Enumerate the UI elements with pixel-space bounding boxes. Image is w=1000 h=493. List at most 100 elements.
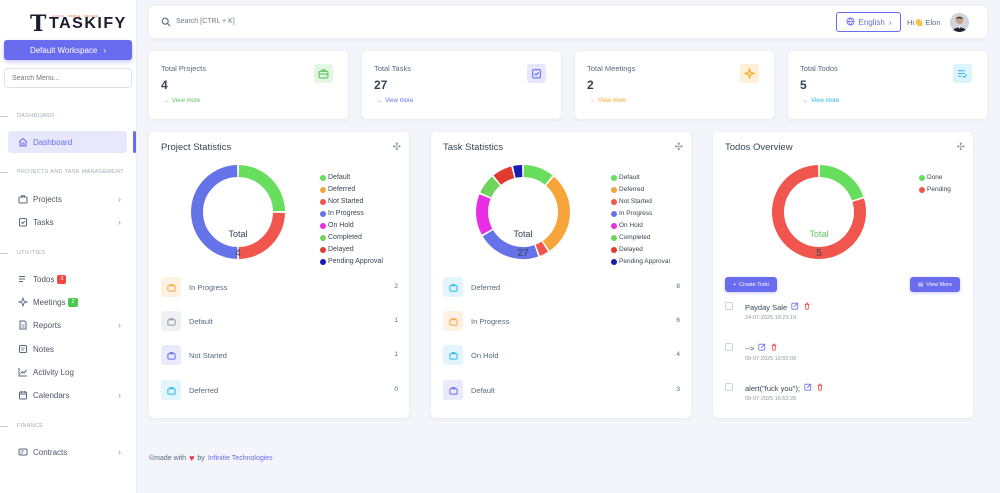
edit-icon[interactable] bbox=[791, 302, 799, 312]
legend-item[interactable]: On Hold bbox=[320, 220, 383, 232]
legend-item[interactable]: Completed bbox=[320, 232, 383, 244]
todo-checkbox[interactable] bbox=[725, 383, 733, 391]
sidebar-item-tasks[interactable]: Tasks › bbox=[8, 211, 127, 233]
sidebar-item-meetings[interactable]: Meetings 2 bbox=[8, 291, 127, 313]
move-icon[interactable]: ✣ bbox=[956, 142, 965, 153]
legend-item[interactable]: Pending bbox=[919, 184, 951, 196]
view-more-link[interactable]: → View more bbox=[589, 98, 626, 104]
legend-item[interactable]: Deferred bbox=[611, 184, 670, 196]
legend-item[interactable]: Not Started bbox=[611, 196, 670, 208]
stat-label: Total Projects bbox=[161, 64, 207, 73]
donut-slice[interactable] bbox=[772, 165, 866, 259]
panel-title: Project Statistics bbox=[161, 142, 232, 153]
status-count: 1 bbox=[394, 351, 398, 358]
menu-search-input[interactable] bbox=[4, 68, 132, 88]
donut-slice[interactable] bbox=[191, 165, 238, 259]
sidebar-item-notes[interactable]: Notes bbox=[8, 338, 127, 360]
view-more-link[interactable]: → View more bbox=[376, 98, 413, 104]
donut-slice[interactable] bbox=[480, 176, 501, 198]
legend-item[interactable]: Pending Approval bbox=[611, 256, 670, 268]
trash-icon[interactable] bbox=[770, 343, 778, 353]
legend-item[interactable]: In Progress bbox=[611, 208, 670, 220]
legend-item[interactable]: Default bbox=[611, 172, 670, 184]
sidebar-item-activity-log[interactable]: Activity Log bbox=[8, 361, 127, 383]
view-more-label: View more bbox=[385, 98, 414, 104]
status-row[interactable]: Not Started 1 bbox=[161, 345, 398, 365]
legend-item[interactable]: Done bbox=[919, 172, 951, 184]
status-label: Default bbox=[189, 316, 213, 326]
donut-slice[interactable] bbox=[493, 166, 515, 185]
sidebar-item-projects[interactable]: Projects › bbox=[8, 188, 127, 210]
move-icon[interactable]: ✣ bbox=[674, 142, 683, 153]
total-todos-card: Total Todos 5 → View more bbox=[788, 51, 987, 119]
global-search-trigger[interactable]: Search [CTRL + K] bbox=[176, 18, 235, 25]
todo-item: --> 09-07-2025 16:55:09 bbox=[725, 342, 955, 372]
view-more-link[interactable]: → View more bbox=[163, 98, 200, 104]
legend-dot bbox=[611, 175, 617, 181]
company-link[interactable]: Infinitie Technologies bbox=[207, 454, 273, 462]
section-finance: FINANCE bbox=[17, 423, 44, 429]
legend-dot bbox=[611, 199, 617, 205]
arrow-right-icon: → bbox=[589, 98, 595, 104]
status-row[interactable]: Default 3 bbox=[443, 380, 680, 400]
donut-slice[interactable] bbox=[513, 165, 523, 178]
status-row[interactable]: In Progress 6 bbox=[443, 311, 680, 331]
todo-title: --> bbox=[745, 343, 755, 353]
view-more-link[interactable]: → View more bbox=[802, 98, 839, 104]
legend-item[interactable]: Delayed bbox=[320, 244, 383, 256]
language-selector-button[interactable]: English › bbox=[836, 12, 901, 32]
legend-item[interactable]: On Hold bbox=[611, 220, 670, 232]
donut-slice[interactable] bbox=[482, 229, 539, 259]
donut-slice[interactable] bbox=[535, 241, 549, 256]
legend-dot bbox=[919, 175, 925, 181]
move-icon[interactable]: ✣ bbox=[392, 142, 401, 153]
legend-label: In Progress bbox=[328, 210, 364, 217]
donut-slice[interactable] bbox=[523, 165, 553, 185]
trash-icon[interactable] bbox=[816, 383, 824, 393]
status-row[interactable]: On Hold 4 bbox=[443, 345, 680, 365]
todo-checkbox[interactable] bbox=[725, 302, 733, 310]
legend-label: On Hold bbox=[619, 222, 643, 229]
user-avatar[interactable] bbox=[950, 13, 969, 32]
donut-slice[interactable] bbox=[238, 165, 285, 212]
sidebar-item-contracts[interactable]: Contracts › bbox=[8, 441, 127, 463]
trash-icon[interactable] bbox=[803, 302, 811, 312]
legend-dot bbox=[320, 175, 326, 181]
sidebar-item-todos[interactable]: Todos 3 bbox=[8, 268, 127, 290]
status-row[interactable]: In Progress 2 bbox=[161, 277, 398, 297]
create-todo-button[interactable]: + Create Todo bbox=[725, 277, 777, 292]
edit-icon[interactable] bbox=[804, 383, 812, 393]
legend-item[interactable]: In Progress bbox=[320, 208, 383, 220]
status-row[interactable]: Deferred 0 bbox=[161, 380, 398, 400]
donut-slice[interactable] bbox=[819, 165, 864, 201]
legend-item[interactable]: Pending Approval bbox=[320, 256, 383, 268]
legend-label: Completed bbox=[619, 234, 651, 241]
task-check-icon bbox=[18, 217, 28, 227]
legend-dot bbox=[320, 247, 326, 253]
donut-slice[interactable] bbox=[238, 212, 285, 259]
legend-item[interactable]: Not Started bbox=[320, 196, 383, 208]
legend-item[interactable]: Deferred bbox=[320, 184, 383, 196]
search-icon[interactable] bbox=[161, 17, 171, 29]
donut-slice[interactable] bbox=[476, 194, 493, 235]
legend-item[interactable]: Completed bbox=[611, 232, 670, 244]
todo-title-row: --> bbox=[745, 343, 778, 353]
todo-checkbox[interactable] bbox=[725, 343, 733, 351]
donut-slice[interactable] bbox=[542, 176, 570, 251]
status-row[interactable]: Deferred 8 bbox=[443, 277, 680, 297]
legend-label: Deferred bbox=[328, 186, 356, 193]
legend-item[interactable]: Delayed bbox=[611, 244, 670, 256]
default-workspace-button[interactable]: Default Workspace › bbox=[4, 40, 132, 60]
status-count: 3 bbox=[676, 386, 680, 393]
stat-value: 4 bbox=[161, 78, 168, 92]
view-more-todos-button[interactable]: ▤ View More bbox=[910, 277, 960, 292]
sidebar-item-dashboard[interactable]: Dashboard bbox=[8, 131, 127, 153]
todo-title: Payday Sale bbox=[745, 302, 788, 312]
status-row[interactable]: Default 1 bbox=[161, 311, 398, 331]
edit-icon[interactable] bbox=[758, 343, 766, 353]
taskify-logo[interactable]: T TASKIFY CLOUD · SIMPLE · SECURE bbox=[30, 12, 125, 36]
status-icon bbox=[443, 345, 463, 365]
sidebar-item-calendars[interactable]: Calendars › bbox=[8, 384, 127, 406]
sidebar-item-reports[interactable]: Reports › bbox=[8, 314, 127, 336]
legend-item[interactable]: Default bbox=[320, 172, 383, 184]
